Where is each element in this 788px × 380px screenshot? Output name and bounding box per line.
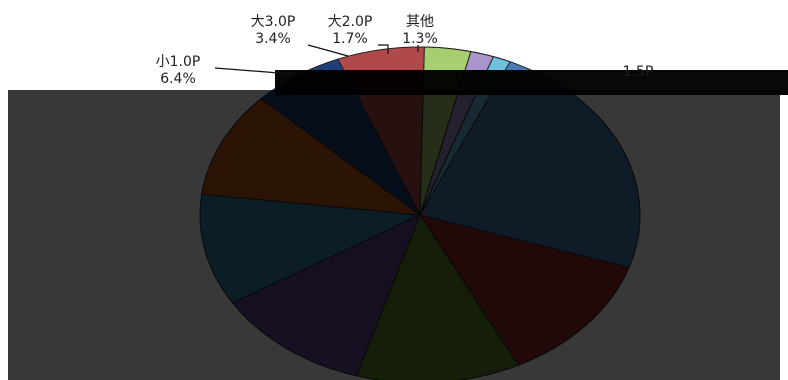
slice-value-小1.0P: 6.4% <box>160 71 196 87</box>
slice-value-其他: 1.3% <box>402 31 438 47</box>
slice-label-大2.0P: 大2.0P <box>328 14 373 30</box>
leader-line-大2.0P <box>378 44 389 54</box>
slice-value-大2.0P: 1.7% <box>332 31 368 47</box>
dark-overlay <box>8 90 780 380</box>
slice-label-1.5P: 1.5P <box>623 64 654 80</box>
slice-label-小1.0P: 小1.0P <box>156 54 201 70</box>
leader-line-大3.0P <box>307 44 349 57</box>
leader-line-小1.0P <box>214 67 293 75</box>
slice-label-其他: 其他 <box>406 14 434 30</box>
slice-value-大3.0P: 3.4% <box>255 31 291 47</box>
slice-label-大3.0P: 大3.0P <box>251 14 296 30</box>
